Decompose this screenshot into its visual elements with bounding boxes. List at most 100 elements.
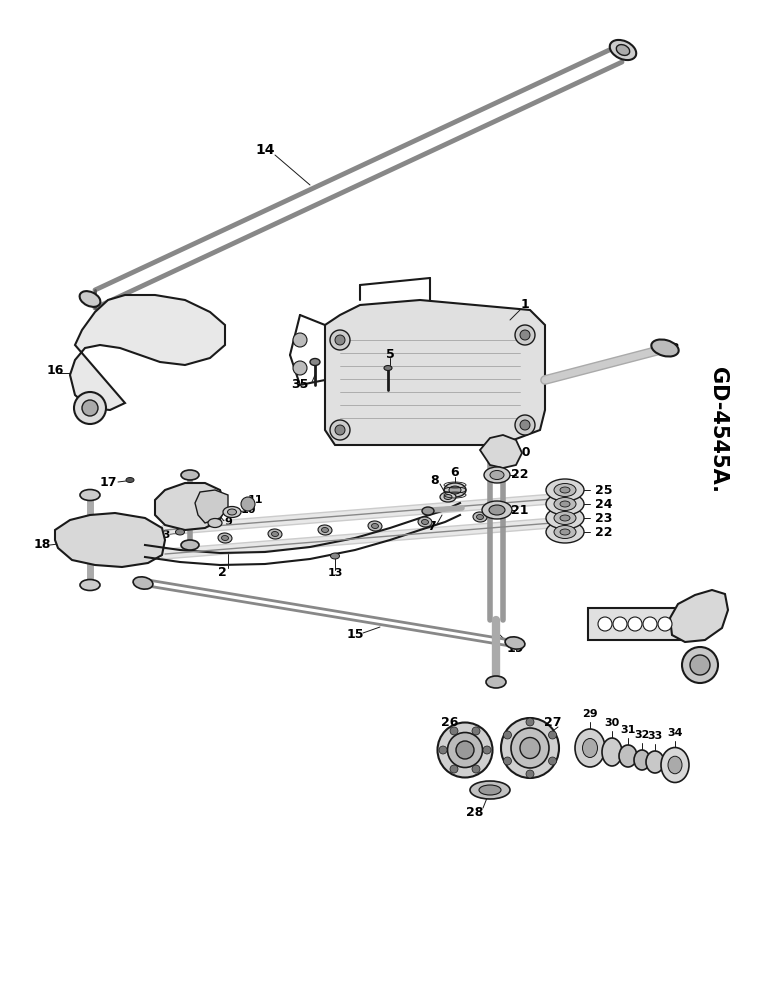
Text: 32: 32 xyxy=(635,730,650,740)
Ellipse shape xyxy=(181,470,199,480)
Circle shape xyxy=(503,757,512,765)
Ellipse shape xyxy=(546,507,584,529)
Ellipse shape xyxy=(218,533,232,543)
Ellipse shape xyxy=(223,506,241,518)
Ellipse shape xyxy=(384,365,392,370)
Circle shape xyxy=(643,617,657,631)
Circle shape xyxy=(439,746,447,754)
Ellipse shape xyxy=(470,781,510,799)
Ellipse shape xyxy=(449,486,461,494)
Circle shape xyxy=(520,330,530,340)
Ellipse shape xyxy=(602,738,622,766)
Ellipse shape xyxy=(511,728,549,768)
Text: 5: 5 xyxy=(386,349,394,361)
Ellipse shape xyxy=(486,676,506,688)
Circle shape xyxy=(293,361,307,375)
Ellipse shape xyxy=(482,501,512,519)
Ellipse shape xyxy=(444,483,466,497)
Circle shape xyxy=(450,727,458,735)
Ellipse shape xyxy=(440,492,456,502)
Circle shape xyxy=(503,731,512,739)
Text: 35: 35 xyxy=(291,378,309,391)
Ellipse shape xyxy=(501,718,559,778)
Text: 4: 4 xyxy=(508,456,516,468)
Text: 25: 25 xyxy=(595,484,612,496)
Ellipse shape xyxy=(668,756,682,774)
Ellipse shape xyxy=(272,531,279,537)
Polygon shape xyxy=(588,608,680,640)
Ellipse shape xyxy=(80,580,100,590)
Ellipse shape xyxy=(456,741,474,759)
Polygon shape xyxy=(155,483,225,530)
Ellipse shape xyxy=(619,745,637,767)
Ellipse shape xyxy=(484,467,510,483)
Ellipse shape xyxy=(330,553,340,559)
Ellipse shape xyxy=(208,518,222,528)
Polygon shape xyxy=(55,513,165,567)
Ellipse shape xyxy=(554,497,576,510)
Circle shape xyxy=(598,617,612,631)
Ellipse shape xyxy=(560,529,570,535)
Ellipse shape xyxy=(646,751,664,773)
Text: 10: 10 xyxy=(240,505,256,515)
Text: 17: 17 xyxy=(100,477,117,489)
Circle shape xyxy=(526,718,534,726)
Text: 28: 28 xyxy=(466,806,484,818)
Ellipse shape xyxy=(321,527,329,533)
Text: 1: 1 xyxy=(520,298,530,312)
Ellipse shape xyxy=(583,738,598,758)
Circle shape xyxy=(515,325,535,345)
Text: 31: 31 xyxy=(621,725,635,735)
Text: 30: 30 xyxy=(604,718,620,728)
Circle shape xyxy=(515,415,535,435)
Text: 19: 19 xyxy=(506,642,523,654)
Circle shape xyxy=(472,727,480,735)
Circle shape xyxy=(613,617,627,631)
Circle shape xyxy=(82,400,98,416)
Text: A: A xyxy=(713,603,723,616)
Ellipse shape xyxy=(634,750,650,770)
Circle shape xyxy=(330,330,350,350)
Text: 6: 6 xyxy=(451,466,459,479)
Polygon shape xyxy=(70,295,225,410)
Text: 26: 26 xyxy=(442,716,459,730)
Text: 22: 22 xyxy=(595,526,612,538)
Circle shape xyxy=(628,617,642,631)
Ellipse shape xyxy=(175,529,185,535)
Text: 18: 18 xyxy=(33,538,51,552)
Circle shape xyxy=(483,746,491,754)
Text: 20: 20 xyxy=(513,446,530,460)
Text: 22: 22 xyxy=(511,468,529,482)
Ellipse shape xyxy=(616,45,630,55)
Ellipse shape xyxy=(546,493,584,515)
Ellipse shape xyxy=(133,577,153,589)
Text: 16: 16 xyxy=(46,363,63,376)
Ellipse shape xyxy=(546,479,584,501)
Text: 3: 3 xyxy=(671,342,679,355)
Polygon shape xyxy=(670,590,728,642)
Circle shape xyxy=(450,765,458,773)
Text: 12: 12 xyxy=(195,518,211,528)
Ellipse shape xyxy=(368,521,382,531)
Ellipse shape xyxy=(473,512,487,522)
Text: 13: 13 xyxy=(155,530,171,540)
Circle shape xyxy=(658,617,672,631)
Ellipse shape xyxy=(80,291,100,307)
Circle shape xyxy=(472,765,480,773)
Ellipse shape xyxy=(520,738,540,758)
Text: 9: 9 xyxy=(224,517,232,527)
Text: GD-4545A.: GD-4545A. xyxy=(708,367,728,493)
Ellipse shape xyxy=(422,519,428,525)
Text: 34: 34 xyxy=(667,728,682,738)
Text: 21: 21 xyxy=(511,504,529,516)
Ellipse shape xyxy=(560,487,570,493)
Circle shape xyxy=(74,392,106,424)
Ellipse shape xyxy=(661,748,689,782)
Text: 27: 27 xyxy=(544,716,562,730)
Ellipse shape xyxy=(554,526,576,538)
Ellipse shape xyxy=(80,489,100,500)
Ellipse shape xyxy=(318,525,332,535)
Text: 23: 23 xyxy=(595,512,612,524)
Text: 7: 7 xyxy=(428,520,436,534)
Polygon shape xyxy=(195,490,228,523)
